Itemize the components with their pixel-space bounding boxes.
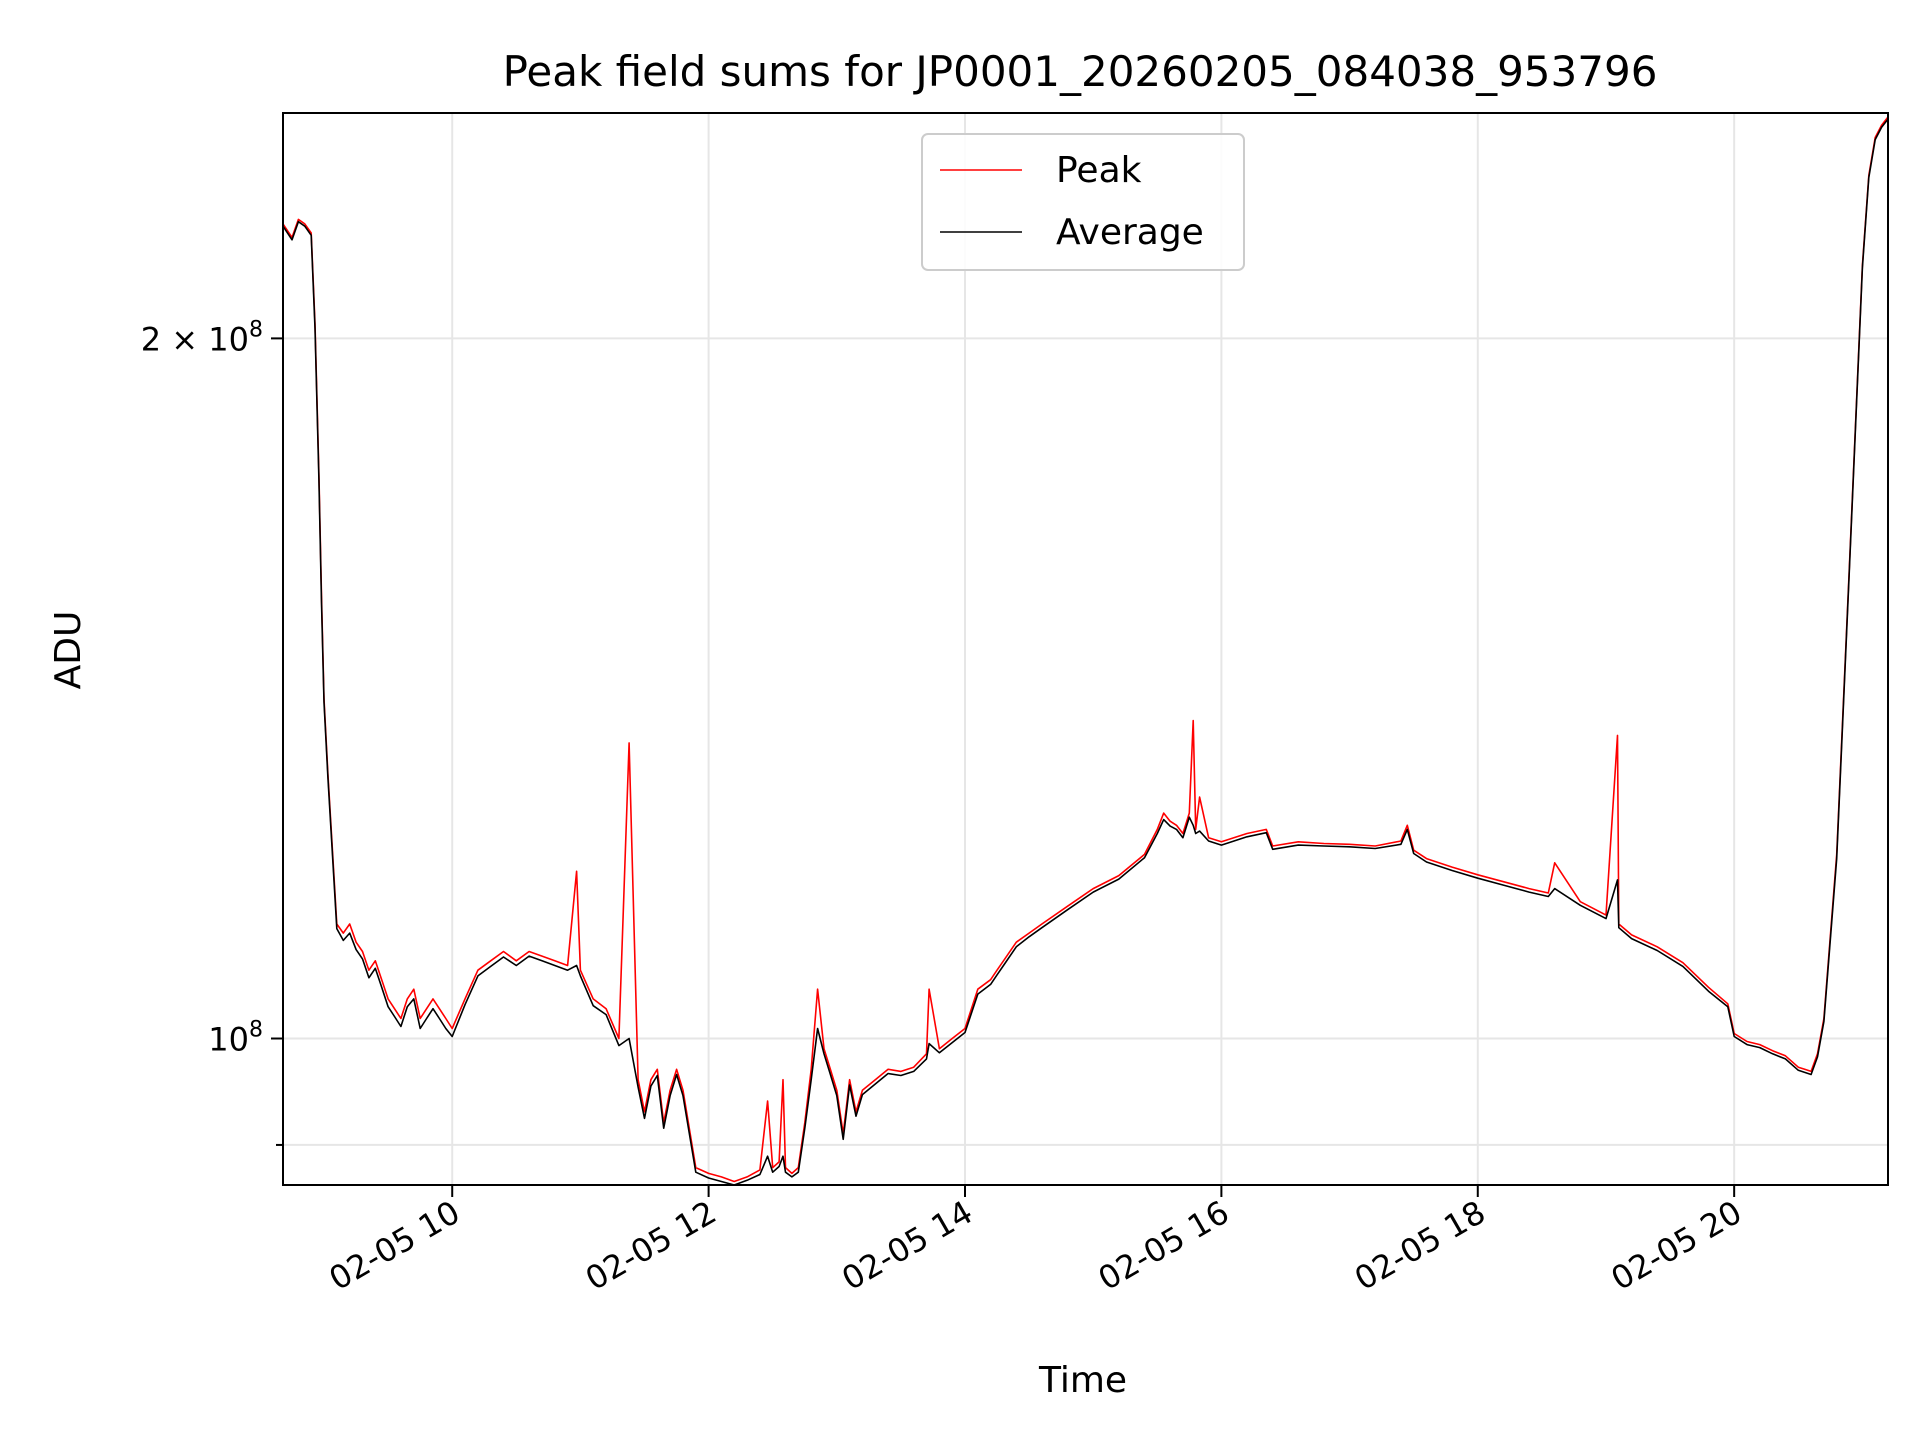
- series-line-peak: [283, 116, 1888, 1183]
- y-tick-exponent: 8: [249, 1018, 263, 1043]
- grid: [283, 113, 1888, 1185]
- series-line-average: [283, 118, 1888, 1185]
- legend-label-peak: Peak: [1056, 150, 1142, 191]
- series-group: [283, 116, 1888, 1185]
- y-tick-label: 108: [208, 1018, 263, 1059]
- y-tick-label: 2 × 108: [141, 317, 263, 358]
- plot-frame: [282, 112, 1889, 1186]
- x-axis-label: Time: [1038, 1360, 1127, 1401]
- y-tick-exponent: 8: [249, 317, 263, 342]
- legend-box: [921, 133, 1245, 271]
- y-tick-mantissa: 10: [208, 1021, 249, 1059]
- y-tick-mantissa: 2 × 10: [141, 320, 249, 358]
- y-axis-label: ADU: [48, 611, 89, 690]
- legend-label-average: Average: [1056, 212, 1204, 253]
- chart-title: Peak field sums for JP0001_20260205_0840…: [503, 47, 1658, 96]
- legend: Peak Average: [921, 133, 1245, 271]
